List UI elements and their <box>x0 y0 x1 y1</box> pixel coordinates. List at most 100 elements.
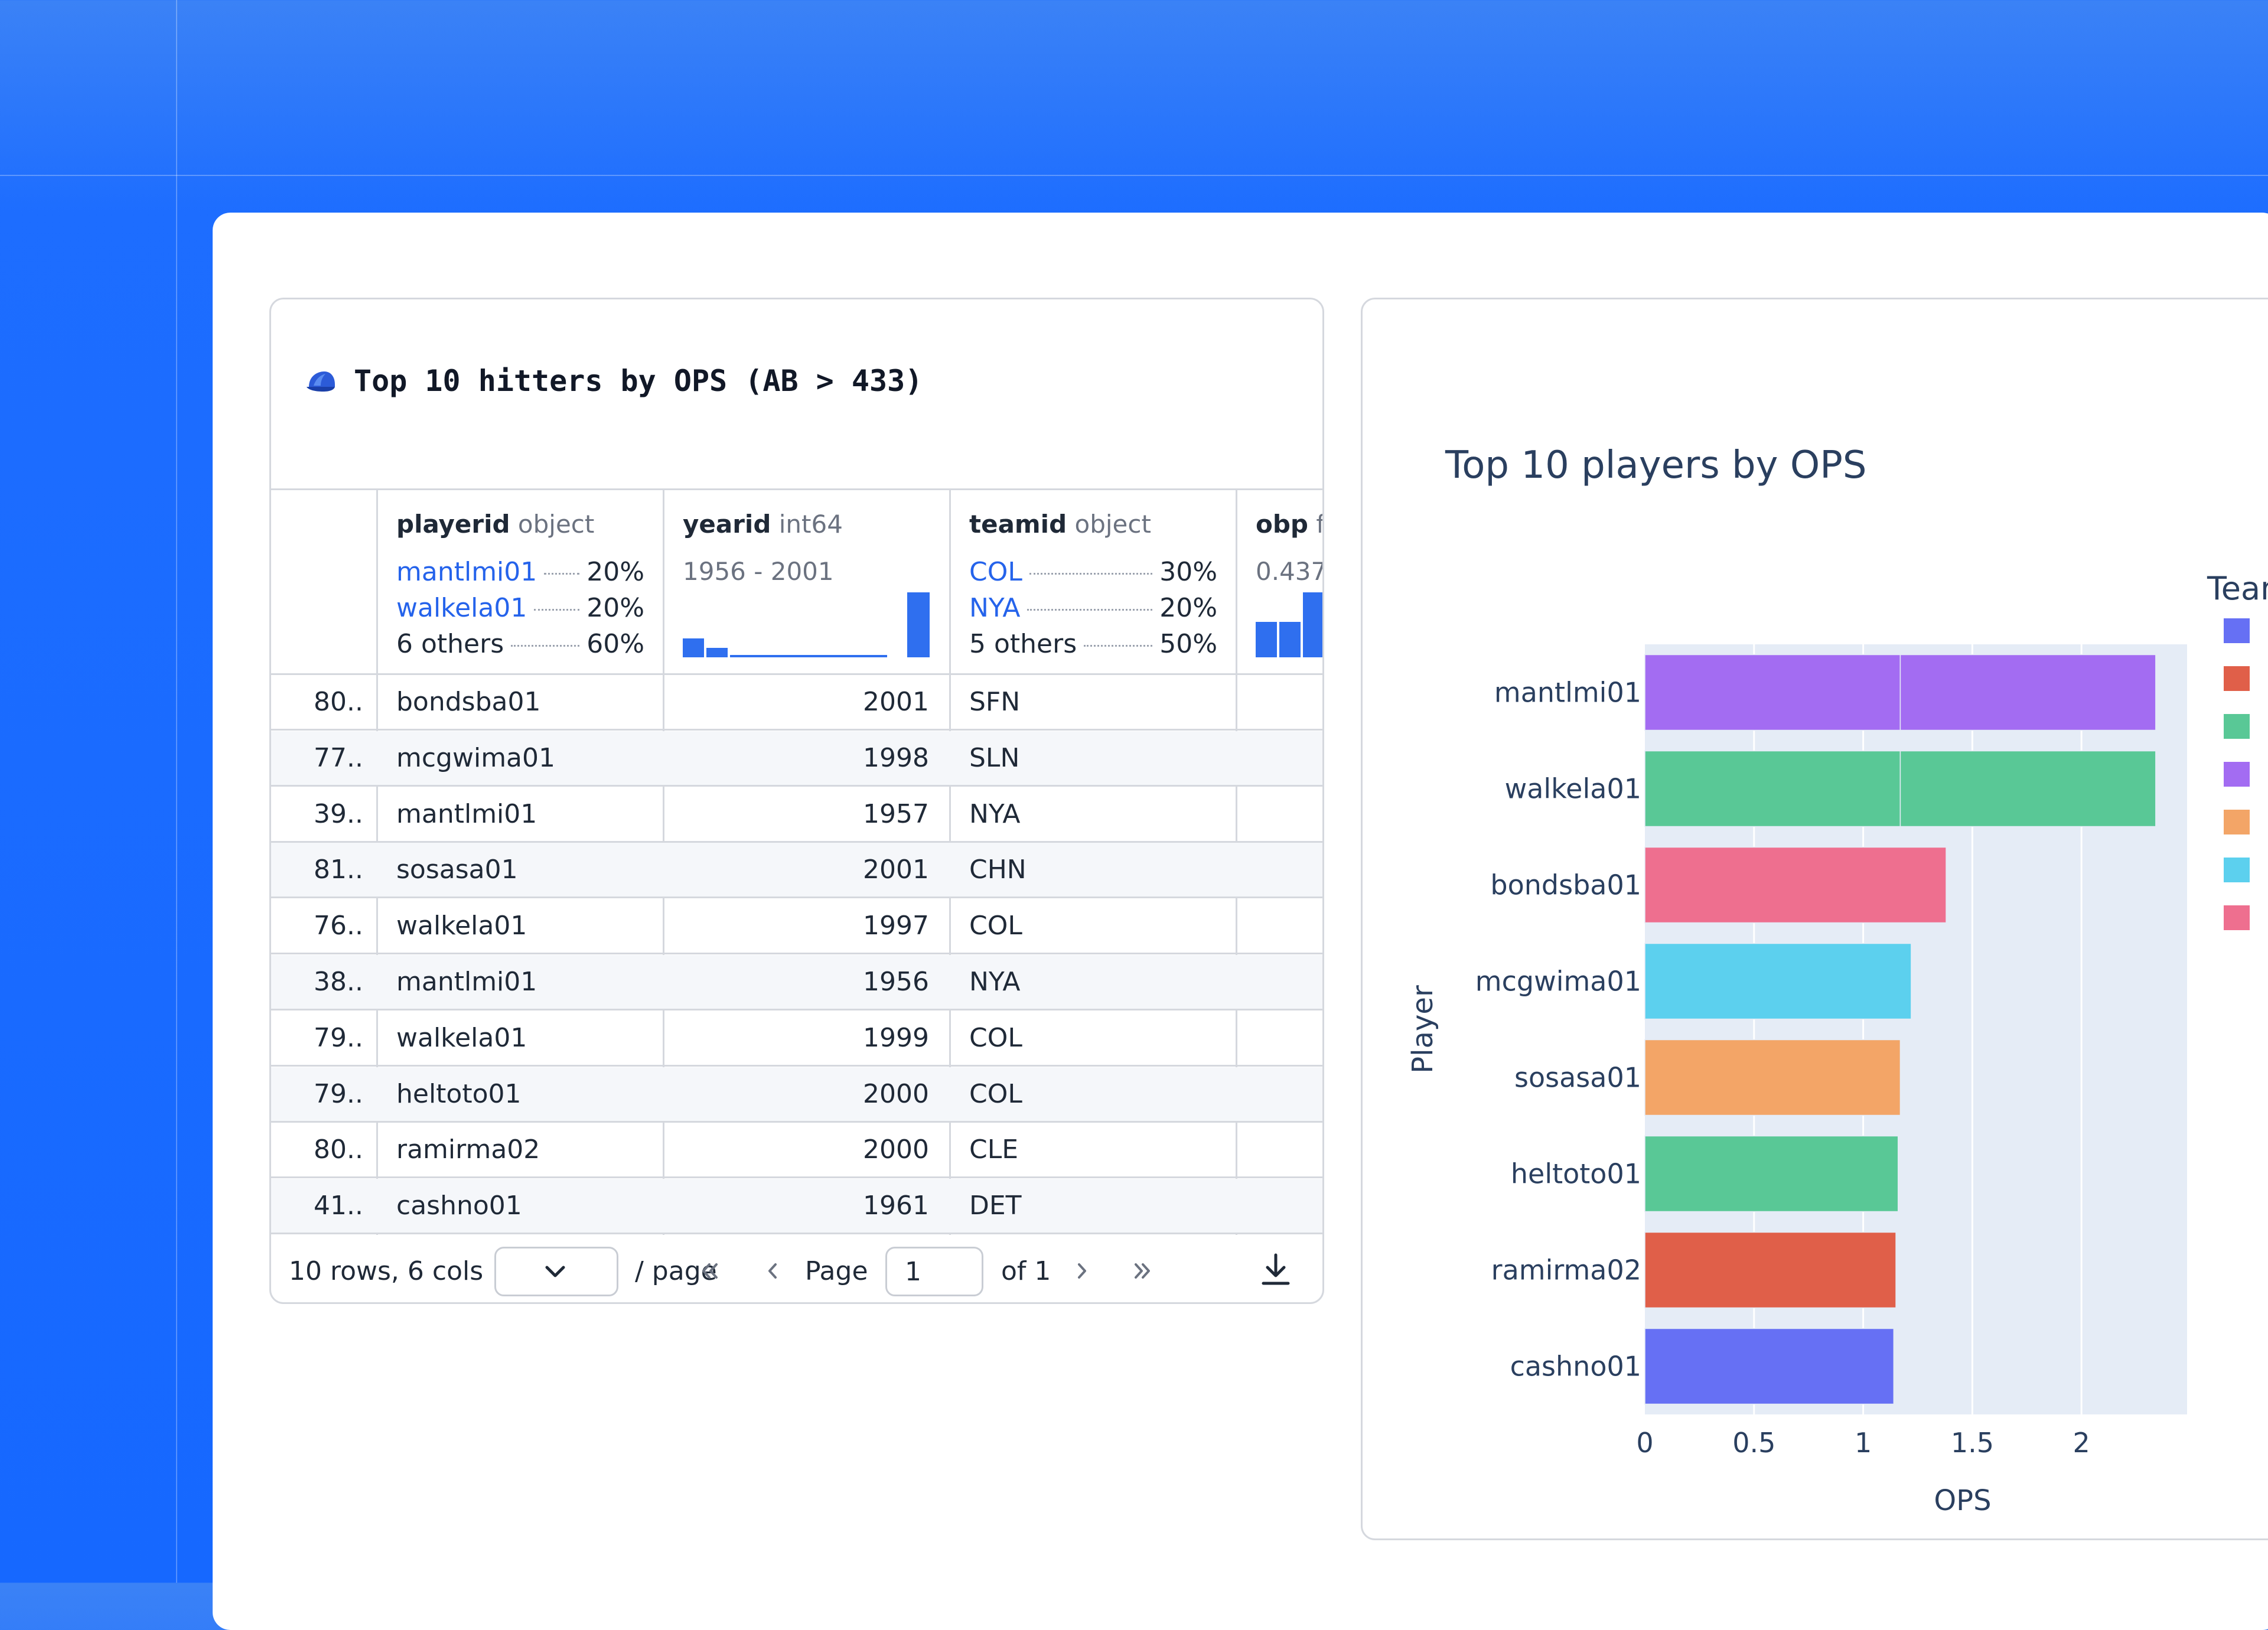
bar-mantlmi01[interactable] <box>1899 654 2156 731</box>
histogram-bar <box>706 648 728 657</box>
row-index: 77.. <box>314 742 363 773</box>
category-label[interactable]: NYA <box>969 593 1021 623</box>
category-label: 5 others <box>969 629 1077 659</box>
row-index: 79.. <box>314 1078 363 1109</box>
cell-teamid: SFN <box>969 687 1021 717</box>
bar-sosasa01[interactable] <box>1644 1039 1901 1116</box>
bar-heltoto01[interactable] <box>1644 1135 1899 1212</box>
x-tick-label: 0 <box>1636 1427 1653 1459</box>
legend-swatch[interactable] <box>2224 618 2250 643</box>
chart-title: Top 10 players by OPS <box>1445 444 1866 487</box>
cell-teamid: COL <box>969 911 1022 941</box>
legend-swatch[interactable] <box>2224 905 2250 930</box>
background-guide-horizontal <box>0 175 2268 176</box>
ops-bar-chart: Top 10 players by OPS mantlmi01 walkela01… <box>1406 444 2268 1517</box>
category-label[interactable]: COL <box>969 557 1022 587</box>
category-pct: 50% <box>1159 629 1217 659</box>
cell-teamid: CLE <box>969 1135 1019 1165</box>
cell-playerid: sosasa01 <box>396 855 518 885</box>
x-tick-labels: 0 0.5 1 1.5 2 <box>1636 1427 2090 1459</box>
cell-teamid: SLN <box>969 742 1020 773</box>
legend-swatch[interactable] <box>2224 762 2250 787</box>
next-page-icon[interactable] <box>1066 1255 1098 1287</box>
last-page-icon[interactable] <box>1126 1255 1158 1287</box>
histogram-bar <box>907 592 930 657</box>
y-tick-label: ramirma02 <box>1491 1254 1641 1286</box>
chevron-down-icon <box>545 1266 565 1277</box>
cell-teamid: NYA <box>969 967 1021 997</box>
category-label[interactable]: mantlmi01 <box>396 557 537 587</box>
bar-mcgwima01[interactable] <box>1644 943 1912 1020</box>
prev-page-icon[interactable] <box>757 1255 788 1287</box>
obp-range: 0.437 <box>1256 557 1324 586</box>
bar-bondsba01[interactable] <box>1644 846 1947 924</box>
category-pct: 20% <box>586 593 644 623</box>
page-size-select[interactable] <box>494 1247 618 1296</box>
column-type: int64 <box>778 510 843 539</box>
cell-yearid: 1998 <box>863 742 929 773</box>
table-row[interactable]: 39.. mantlmi01 1957 NYA <box>271 787 1322 843</box>
bar-walkela01[interactable] <box>1899 750 2156 827</box>
download-icon[interactable] <box>1259 1251 1293 1288</box>
column-header-yearid[interactable]: yearid int64 <box>683 510 843 539</box>
column-name: obp <box>1256 510 1308 539</box>
table-row[interactable]: 81.. sosasa01 2001 CHN <box>271 843 1322 899</box>
category-summary-row: COL 30% <box>969 557 1217 587</box>
table-header-row <box>271 488 1322 675</box>
category-pct: 30% <box>1159 557 1217 587</box>
page-input-value[interactable]: 1 <box>905 1257 921 1287</box>
column-name: playerid <box>396 510 510 539</box>
bar-walkela01[interactable] <box>1644 750 1901 827</box>
table-row[interactable]: 80.. bondsba01 2001 SFN <box>271 675 1322 731</box>
column-header-teamid[interactable]: teamid object <box>969 510 1151 539</box>
table-row[interactable]: 76.. walkela01 1997 COL <box>271 899 1322 955</box>
table-row[interactable]: 38.. mantlmi01 1956 NYA <box>271 955 1322 1010</box>
cell-yearid: 2001 <box>863 855 929 885</box>
table-title: Top 10 hitters by OPS (AB > 433) <box>305 363 923 399</box>
row-index: 81.. <box>314 855 363 885</box>
table-row[interactable]: 79.. heltoto01 2000 COL <box>271 1067 1322 1123</box>
category-summary-row: 6 others 60% <box>396 629 644 659</box>
bar-ramirma02[interactable] <box>1644 1231 1896 1309</box>
cell-playerid: walkela01 <box>396 1022 527 1053</box>
x-tick-label: 2 <box>2073 1427 2090 1459</box>
background-guide-vertical <box>176 0 177 1583</box>
table-row[interactable]: 77.. mcgwima01 1998 SLN <box>271 731 1322 787</box>
bar-cashno01[interactable] <box>1644 1328 1895 1405</box>
column-header-playerid[interactable]: playerid object <box>396 510 594 539</box>
y-tick-label: mantlmi01 <box>1494 677 1641 709</box>
cell-yearid: 2000 <box>863 1078 929 1109</box>
cell-teamid: CHN <box>969 855 1027 885</box>
table-panel: Top 10 hitters by OPS (AB > 433) playeri… <box>269 298 1324 1304</box>
cell-yearid: 1997 <box>863 911 929 941</box>
table-row[interactable]: 80.. ramirma02 2000 CLE <box>271 1123 1322 1179</box>
column-type: object <box>1074 510 1151 539</box>
histogram-bar <box>1303 592 1322 657</box>
category-label[interactable]: walkela01 <box>396 593 527 623</box>
table-row[interactable]: 79.. walkela01 1999 COL <box>271 1011 1322 1067</box>
legend-swatch[interactable] <box>2224 714 2250 739</box>
row-index: 38.. <box>314 967 363 997</box>
bar-mantlmi01[interactable] <box>1644 654 1901 731</box>
chart-panel: Top 10 players by OPS mantlmi01 walkela01… <box>1361 298 2268 1540</box>
cell-playerid: walkela01 <box>396 911 527 941</box>
category-pct: 20% <box>586 557 644 587</box>
table-row[interactable]: 41.. cashno01 1961 DET <box>271 1179 1322 1235</box>
legend-swatch[interactable] <box>2224 858 2250 882</box>
x-axis-title: OPS <box>1934 1484 1991 1517</box>
legend-title: Team <box>2207 570 2268 607</box>
cell-yearid: 2001 <box>863 687 929 717</box>
column-name: teamid <box>969 510 1067 539</box>
first-page-icon[interactable] <box>694 1255 726 1287</box>
cell-playerid: mcgwima01 <box>396 742 556 773</box>
legend-swatch[interactable] <box>2224 810 2250 834</box>
page-input[interactable]: 1 <box>885 1247 983 1296</box>
y-tick-label: cashno01 <box>1510 1351 1641 1383</box>
histogram-bar <box>1279 622 1301 657</box>
row-index: 39.. <box>314 798 363 829</box>
histogram-bar <box>683 638 704 657</box>
column-header-obp[interactable]: obp f <box>1256 510 1322 539</box>
legend-swatch[interactable] <box>2224 666 2250 691</box>
y-tick-label: mcgwima01 <box>1475 966 1641 997</box>
category-summary-row: 5 others 50% <box>969 629 1217 659</box>
